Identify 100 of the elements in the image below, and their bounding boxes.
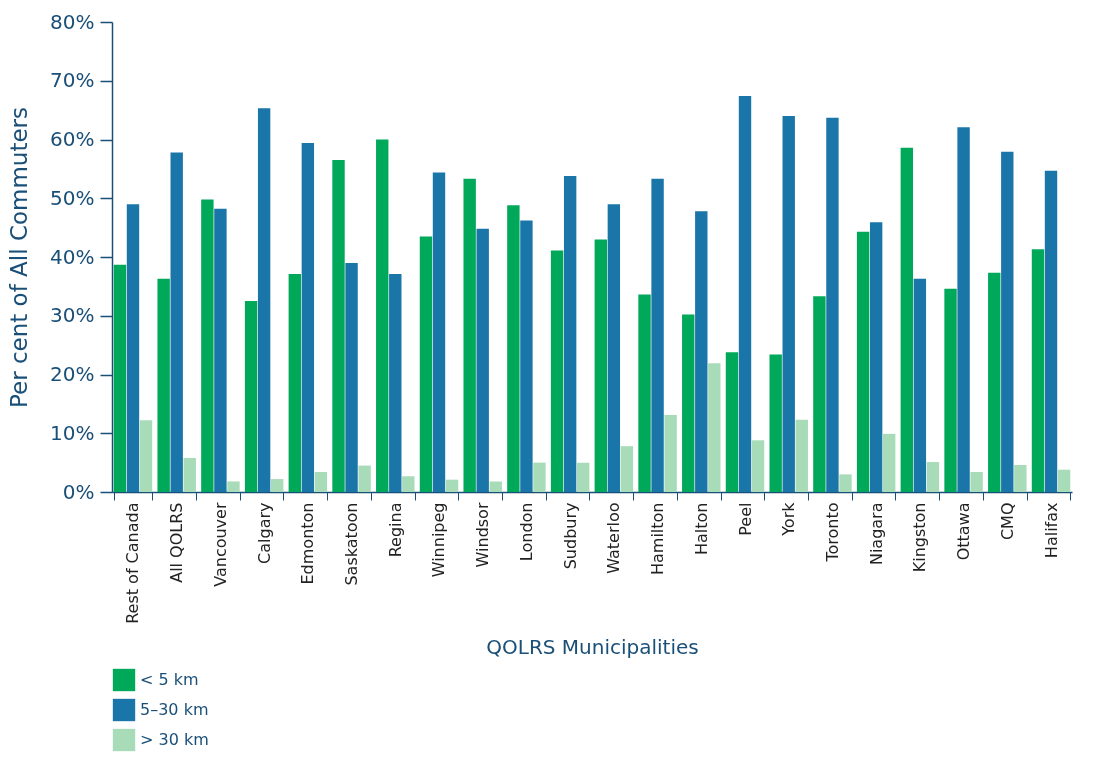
bar	[795, 419, 808, 492]
bar	[826, 117, 839, 492]
x-tick-label: Saskatoon	[342, 502, 362, 586]
bar	[957, 127, 970, 492]
bar	[332, 160, 345, 492]
x-tick-label: Halton	[691, 502, 711, 555]
bar	[389, 274, 402, 492]
bar	[244, 301, 258, 492]
bar	[926, 462, 940, 492]
y-tick-label: 80%	[50, 9, 95, 34]
x-tick-label: Windsor	[473, 502, 493, 568]
x-tick-label: Calgary	[254, 502, 274, 564]
x-tick-label: London	[516, 502, 536, 562]
bar	[288, 274, 301, 492]
bar	[607, 204, 621, 492]
x-tick-label: Vancouver	[210, 502, 230, 587]
bar	[183, 457, 196, 492]
x-tick-label: Winnipeg	[429, 502, 449, 578]
bar	[227, 481, 240, 492]
x-tick-label: Niagara	[866, 502, 886, 566]
legend-label: > 30 km	[140, 730, 209, 749]
x-tick-label: Ottawa	[954, 502, 974, 561]
bar	[419, 236, 433, 492]
bar	[358, 465, 371, 492]
bar	[725, 352, 739, 492]
x-tick-label: All QOLRS	[167, 502, 187, 583]
x-tick-label: Sudbury	[560, 502, 580, 570]
y-tick-label: 30%	[50, 303, 95, 328]
y-tick-label: 60%	[50, 127, 95, 151]
bar	[594, 239, 608, 492]
x-tick-label: Toronto	[822, 502, 842, 563]
bar	[970, 472, 983, 492]
bar	[839, 474, 852, 492]
bar	[1001, 151, 1014, 492]
bar	[944, 288, 957, 492]
x-tick-label: Waterloo	[604, 502, 624, 574]
bar	[489, 481, 502, 492]
bar	[664, 415, 677, 492]
bar	[913, 278, 927, 492]
x-tick-label: Edmonton	[298, 502, 318, 585]
x-tick-label: Regina	[385, 502, 405, 558]
bar	[900, 147, 914, 492]
y-tick-label: 40%	[50, 244, 95, 269]
bar	[620, 446, 634, 492]
y-axis-title: Per cent of All Commuters	[6, 106, 33, 409]
bar	[695, 211, 708, 492]
x-tick-label: York	[779, 501, 799, 537]
bar	[113, 264, 127, 492]
bar	[314, 472, 328, 492]
bar	[1057, 469, 1071, 492]
bar	[402, 476, 415, 492]
bar	[301, 143, 315, 492]
bar	[651, 178, 664, 492]
bar	[463, 178, 476, 492]
bar	[507, 205, 520, 492]
bar	[782, 116, 795, 492]
bar	[214, 208, 227, 492]
bar	[1031, 249, 1045, 492]
bar	[813, 296, 826, 492]
bar	[257, 108, 271, 492]
x-axis-title: QOLRS Municipalities	[486, 634, 699, 659]
bar	[708, 363, 721, 492]
bar	[1014, 464, 1027, 492]
x-tick-label: Rest of Canada	[123, 502, 143, 624]
bar	[682, 314, 695, 492]
bar	[550, 250, 564, 492]
x-tick-label: CMQ	[997, 502, 1017, 541]
bar	[1044, 170, 1058, 492]
bar	[126, 204, 140, 492]
bar	[751, 440, 765, 492]
bar	[201, 199, 214, 492]
x-tick-label: Kingston	[910, 502, 930, 573]
y-tick-label: 20%	[50, 362, 95, 386]
bar	[139, 420, 153, 492]
x-tick-label: Peel	[735, 502, 755, 536]
bar	[769, 354, 782, 492]
bar	[576, 462, 590, 492]
bar	[476, 228, 489, 492]
y-tick-label: 10%	[50, 420, 95, 445]
bar	[345, 262, 358, 492]
bar	[563, 175, 577, 492]
y-tick-label: 0%	[62, 479, 95, 504]
bar	[638, 294, 651, 492]
bar	[432, 172, 446, 492]
bar	[883, 433, 896, 492]
y-tick-label: 50%	[50, 185, 95, 210]
bar	[270, 479, 284, 492]
bar	[520, 220, 533, 492]
bar	[856, 231, 870, 492]
bar	[869, 222, 883, 492]
legend-label: 5–30 km	[140, 700, 209, 719]
bar	[533, 462, 546, 492]
bar	[738, 96, 752, 492]
bar	[445, 479, 459, 492]
y-tick-label: 70%	[50, 68, 95, 93]
bar	[157, 278, 170, 492]
legend-label: < 5 km	[140, 670, 199, 689]
x-tick-label: Halifax	[1041, 502, 1061, 559]
x-tick-label: Hamilton	[648, 502, 668, 576]
bar	[988, 272, 1001, 492]
